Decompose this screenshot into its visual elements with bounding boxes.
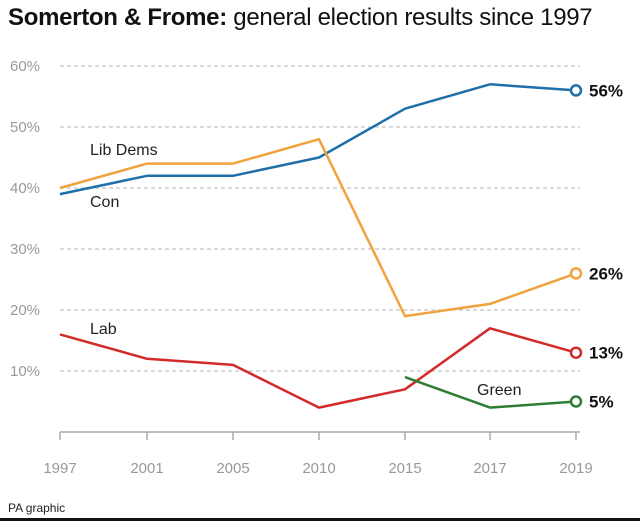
y-axis: 10% 20% 30% 40% 50% 60% (10, 58, 40, 380)
end-value-label-lab: 13% (589, 344, 623, 363)
x-tick-label-1997: 1997 (43, 460, 76, 477)
x-tick-label-2005: 2005 (216, 460, 249, 477)
series-line-con (59, 83, 577, 196)
credit-text: PA graphic (8, 501, 66, 515)
title-constituency: Somerton & Frome: (8, 4, 227, 31)
gridlines (60, 65, 580, 372)
end-marker-lab (569, 346, 583, 359)
series-name-label-lib-dems: Lib Dems (90, 142, 158, 159)
series-labels: 56% Con 26% Lib Dems 13% Lab 5% Green (90, 81, 623, 411)
y-tick-label-50: 50% (10, 119, 40, 136)
series-line-lab (59, 327, 577, 409)
series-name-label-lab: Lab (90, 321, 117, 338)
end-value-label-con: 56% (589, 81, 623, 100)
series-name-label-green: Green (477, 382, 521, 399)
series-line-green (404, 375, 577, 409)
x-tick-label-2010: 2010 (302, 460, 335, 477)
x-tick-label-2015: 2015 (388, 460, 421, 477)
x-tick-label-2001: 2001 (130, 460, 163, 477)
y-tick-label-30: 30% (10, 241, 40, 258)
series-name-label-con: Con (90, 194, 119, 211)
x-axis: 1997 2001 2005 2010 2015 2017 2019 (43, 431, 593, 477)
y-tick-label-10: 10% (10, 363, 40, 380)
x-tick-label-2017: 2017 (473, 460, 506, 477)
end-value-label-lib-dems: 26% (589, 264, 623, 283)
chart-title: Somerton & Frome: general election resul… (8, 4, 593, 32)
y-tick-label-60: 60% (10, 58, 40, 75)
x-tick-label-2019: 2019 (559, 460, 592, 477)
series-lines (59, 83, 583, 409)
title-description: general election results since 1997 (233, 4, 593, 31)
end-marker-lib-dems (569, 267, 583, 280)
end-marker-con (569, 84, 583, 97)
y-tick-label-40: 40% (10, 180, 40, 197)
bottom-rule (0, 518, 640, 521)
y-tick-label-20: 20% (10, 302, 40, 319)
end-value-label-green: 5% (589, 393, 614, 412)
end-marker-green (569, 395, 583, 408)
series-line-lib-dems (59, 137, 577, 318)
